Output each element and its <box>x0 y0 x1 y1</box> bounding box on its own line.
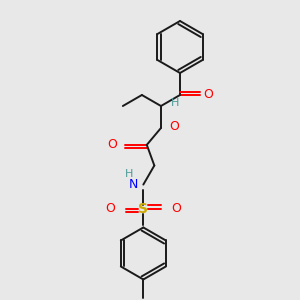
Text: H: H <box>125 169 134 178</box>
Text: N: N <box>129 178 138 191</box>
Text: O: O <box>169 119 179 133</box>
Text: H: H <box>171 98 179 108</box>
Text: O: O <box>203 88 213 101</box>
Text: O: O <box>171 202 181 215</box>
Text: O: O <box>106 202 116 215</box>
Text: S: S <box>138 202 148 216</box>
Text: O: O <box>107 138 117 152</box>
